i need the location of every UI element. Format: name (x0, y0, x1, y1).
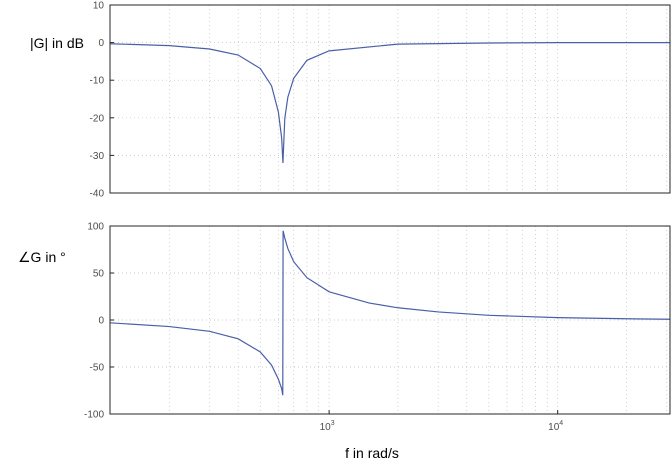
magnitude-axes-box (109, 4, 671, 194)
y-tick-label: 0 (98, 38, 104, 49)
y-tick-label: 100 (87, 222, 104, 233)
y-tick-label: 0 (98, 316, 104, 327)
phase-y-ticks: 100 50 0 -50 -100 (84, 222, 114, 421)
x-tick-exponent: 4 (559, 420, 563, 427)
magnitude-y-ticks: 10 0 -10 -20 -30 -40 (90, 1, 114, 200)
phase-axes-box (109, 225, 671, 415)
magnitude-grid (110, 5, 670, 193)
x-tick-exponent: 3 (331, 420, 335, 427)
x-tick-label: 103 (320, 420, 335, 433)
y-tick-label: 50 (93, 269, 105, 280)
magnitude-series-line (109, 42, 670, 163)
magnitude-panel: 10 0 -10 -20 -30 -40 |G| in dB (30, 1, 671, 200)
phase-x-ticks: 103 104 (320, 410, 563, 433)
phase-y-label: ∠G in ° (18, 249, 66, 265)
y-tick-label: -20 (90, 113, 105, 124)
phase-grid (110, 226, 670, 414)
y-tick-label: -30 (90, 151, 105, 162)
y-tick-label: -10 (90, 76, 105, 87)
x-tick-label: 104 (548, 420, 563, 433)
magnitude-y-label: |G| in dB (30, 35, 84, 51)
x-axis-label: f in rad/s (345, 445, 399, 461)
y-tick-label: -100 (84, 410, 104, 421)
x-tick-base: 10 (320, 422, 332, 433)
y-tick-label: -40 (90, 189, 105, 200)
y-tick-label: 10 (93, 1, 105, 12)
magnitude-plot-area (110, 5, 670, 193)
x-tick-base: 10 (548, 422, 560, 433)
phase-series-line (109, 230, 671, 396)
y-tick-label: -50 (90, 363, 105, 374)
